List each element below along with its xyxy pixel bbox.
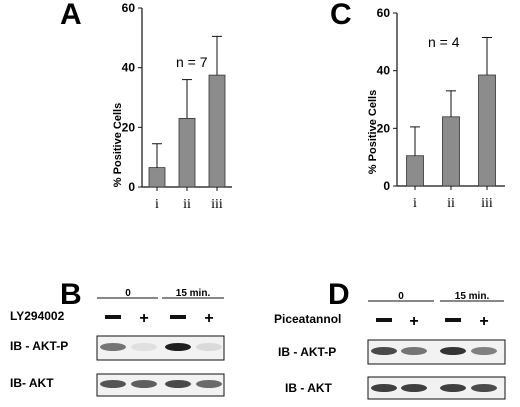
panel-d-signs: + + bbox=[376, 313, 489, 330]
panel-c-y-tick-label: 20 bbox=[377, 121, 391, 135]
panel-d-sign-minus bbox=[445, 318, 461, 322]
panel-d-band bbox=[401, 347, 427, 355]
panel-d-treatment-label: Piceatannol bbox=[274, 312, 341, 326]
panel-c-y-tick-label: 60 bbox=[377, 6, 391, 20]
panel-b-row-label-akt: IB- AKT bbox=[10, 376, 54, 390]
panel-a-bar bbox=[208, 74, 226, 188]
panel-b-band bbox=[131, 343, 157, 351]
panel-a-y-tick-label: 0 bbox=[128, 180, 135, 194]
panel-b-band bbox=[165, 380, 191, 388]
panel-c-bar bbox=[442, 116, 460, 187]
panel-c-y-axis-label: % Positive Cells bbox=[367, 90, 379, 174]
panel-b-letter: B bbox=[60, 278, 82, 311]
panel-b-band bbox=[100, 380, 126, 388]
panel-b-band bbox=[131, 380, 157, 388]
panel-a-letter: A bbox=[60, 0, 82, 31]
panel-b-treatment-label: LY294002 bbox=[10, 309, 65, 323]
panel-d-blot-box-akt bbox=[367, 376, 506, 400]
panel-b-signs: + + bbox=[105, 310, 214, 327]
panel-b-band bbox=[196, 343, 222, 351]
panel-d-sign-plus: + bbox=[479, 313, 488, 330]
panel-a-bar bbox=[148, 167, 166, 188]
panel-b-bands bbox=[100, 343, 222, 388]
panel-b-row-label-akt-p: IB - AKT-P bbox=[10, 339, 68, 353]
panel-d-time-label-15: 15 min. bbox=[455, 291, 490, 302]
panel-c-letter: C bbox=[330, 0, 352, 31]
panel-d-band bbox=[371, 347, 397, 355]
panel-b-blot-box-akt bbox=[96, 373, 225, 397]
panel-d-bands bbox=[371, 347, 497, 392]
panel-c-x-tick-label: iii bbox=[481, 196, 493, 211]
panel-a-x-tick-label: ii bbox=[183, 197, 191, 212]
panel-b-band bbox=[165, 343, 191, 351]
panel-d-time-label-0: 0 bbox=[398, 291, 404, 302]
panel-d-band bbox=[440, 384, 466, 392]
panel-d-band bbox=[440, 347, 466, 355]
panel-d-band bbox=[471, 384, 497, 392]
panel-b-time-label-15: 15 min. bbox=[176, 288, 211, 299]
panel-b-sign-minus bbox=[105, 315, 121, 319]
panel-a-y-axis-label: % Positive Cells bbox=[112, 103, 124, 187]
panel-a-n-annotation: n = 7 bbox=[176, 54, 208, 70]
panel-d-band bbox=[401, 384, 427, 392]
panel-b-blot: B 0 15 min. LY294002 + + IB - AKT-P IB- A… bbox=[10, 278, 225, 397]
panel-a-y-tick-label: 60 bbox=[122, 1, 136, 15]
panel-b-band bbox=[196, 380, 222, 388]
panel-b-band bbox=[100, 343, 126, 351]
panel-d-letter: D bbox=[328, 278, 350, 311]
panel-b-sign-plus: + bbox=[204, 310, 213, 327]
panel-b-sign-minus bbox=[170, 315, 186, 319]
panel-d-sign-plus: + bbox=[409, 313, 418, 330]
panel-a-bar bbox=[178, 117, 196, 188]
panel-c-bar bbox=[478, 74, 496, 187]
panel-c-x-tick-label: i bbox=[413, 196, 417, 211]
panel-c-y-tick-label: 40 bbox=[377, 64, 391, 78]
panel-c-bar bbox=[406, 155, 424, 187]
panel-a-x-tick-label: i bbox=[155, 197, 159, 212]
panel-a-y-tick-label: 20 bbox=[122, 120, 136, 134]
panel-d-blot: D 0 15 min. Piceatannol + + IB - AKT-P IB… bbox=[274, 278, 506, 400]
panel-c-y-tick-label: 0 bbox=[383, 179, 390, 193]
panel-d-row-label-akt: IB - AKT bbox=[285, 381, 333, 395]
panel-b-sign-plus: + bbox=[139, 310, 148, 327]
panel-d-row-label-akt-p: IB - AKT-P bbox=[278, 345, 336, 359]
panel-d-band bbox=[471, 347, 497, 355]
panel-c-x-tick-label: ii bbox=[447, 196, 455, 211]
panel-a-y-tick-label: 40 bbox=[122, 61, 136, 75]
panel-c-n-annotation: n = 4 bbox=[428, 34, 460, 50]
panel-d-band bbox=[371, 384, 397, 392]
panel-a-x-tick-label: iii bbox=[211, 197, 223, 212]
panel-d-sign-minus bbox=[376, 318, 392, 322]
panel-b-time-label-0: 0 bbox=[125, 288, 131, 299]
